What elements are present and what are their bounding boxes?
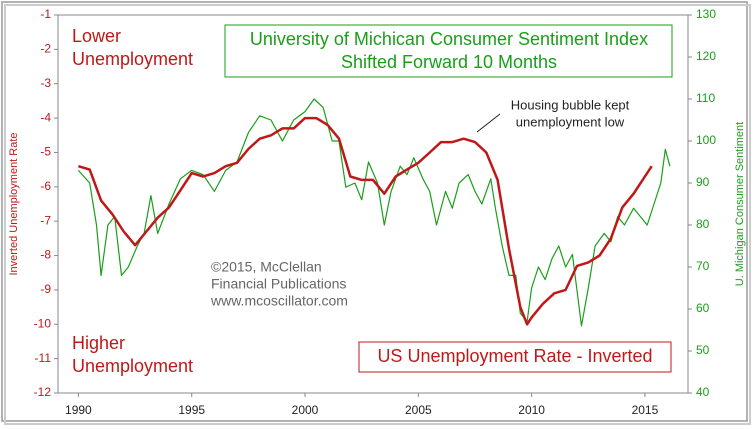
y-tick-label: -11 <box>35 351 52 365</box>
x-tick-label: 2000 <box>292 403 319 417</box>
y-tick-label: -1 <box>40 7 51 21</box>
y-tick-label: -3 <box>40 76 51 90</box>
legend-label: US Unemployment Rate - Inverted <box>377 346 652 366</box>
chart-subtitle: Shifted Forward 10 Months <box>341 52 557 72</box>
y-tick-label: -10 <box>34 316 52 330</box>
x-tick-label: 2005 <box>405 403 432 417</box>
x-tick-label: 1995 <box>178 403 205 417</box>
annotation: Unemployment <box>72 356 193 376</box>
y-tick-label: -2 <box>40 42 51 56</box>
series-line <box>78 116 653 326</box>
x-tick-label: 1990 <box>65 403 92 417</box>
y2-tick-label: 80 <box>696 217 710 231</box>
y2-tick-label: 110 <box>696 91 715 105</box>
y2-tick-label: 70 <box>696 259 710 273</box>
annotation: Lower <box>72 26 121 46</box>
y2-tick-label: 50 <box>696 343 710 357</box>
x-tick-label: 2010 <box>518 403 545 417</box>
annotation: Housing bubble kept <box>511 97 630 112</box>
plot-area <box>57 14 689 394</box>
annotation: Financial Publications <box>211 276 346 292</box>
y-tick-label: -12 <box>34 385 52 399</box>
legend-box <box>358 341 672 373</box>
y-tick-label: -6 <box>40 179 51 193</box>
y-tick-label: -5 <box>40 145 51 159</box>
y-tick-label: -7 <box>40 213 51 227</box>
title-box <box>224 24 673 78</box>
annotation: Unemployment <box>72 49 193 69</box>
annotation: ©2015, McClellan <box>211 259 322 275</box>
y-tick-label: -8 <box>40 248 51 262</box>
y2-tick-label: 40 <box>696 385 710 399</box>
y2-tick-label: 60 <box>696 301 710 315</box>
y-tick-label: -9 <box>40 282 51 296</box>
annotation: Higher <box>72 333 125 353</box>
y2-tick-label: 130 <box>696 7 716 21</box>
annotation-arrow <box>476 113 501 133</box>
y-tick-label: -4 <box>40 110 51 124</box>
y2-tick-label: 100 <box>696 133 716 147</box>
y-axis-label: Inverted Unemployment Rate <box>8 132 20 275</box>
frame-shadow <box>4 4 751 425</box>
annotation: www.mcoscillator.com <box>210 293 348 309</box>
y2-tick-label: 90 <box>696 175 710 189</box>
annotation: unemployment low <box>516 114 625 129</box>
chart-title: University of Michican Consumer Sentimen… <box>250 29 648 49</box>
layer: -1 -2 -3 -4 -5 -6 -7 -8 -9 -10 -11 -12 40 50 60 70 80 90 1… <box>34 7 717 417</box>
y2-tick-label: 120 <box>696 49 716 63</box>
x-tick-label: 2015 <box>632 403 659 417</box>
y2-axis-label: U. Michigan Consumer Sentiment <box>734 122 746 286</box>
